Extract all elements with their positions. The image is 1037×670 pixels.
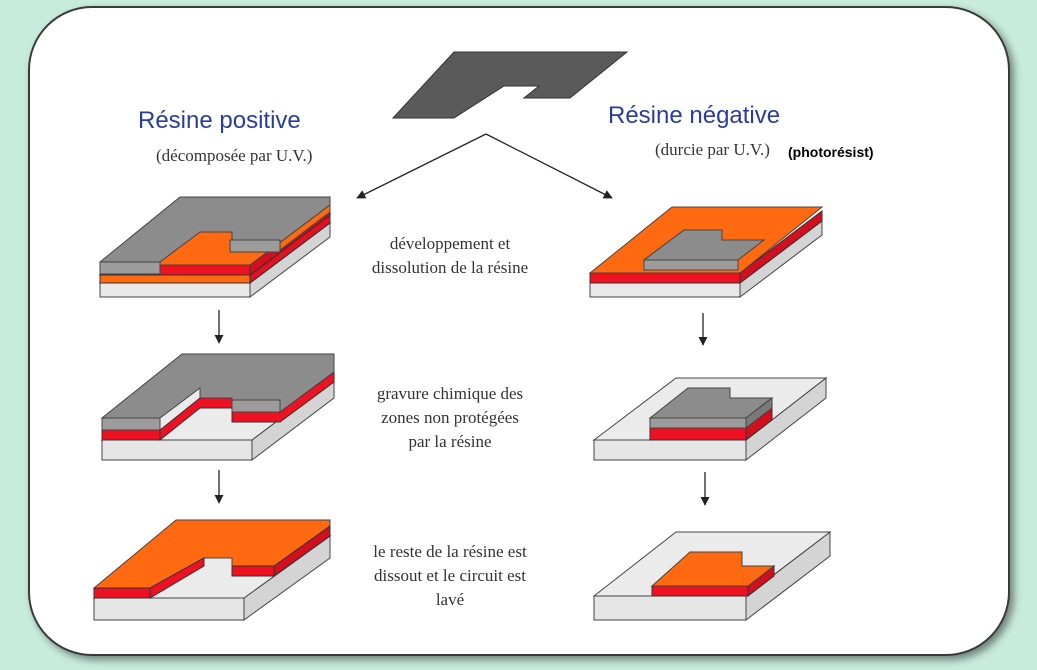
step-3-line-2: dissout et le circuit est bbox=[373, 566, 527, 585]
positive-block-2 bbox=[100, 353, 336, 462]
positive-resist-title: Résine positive bbox=[138, 107, 301, 134]
negative-block-3 bbox=[592, 530, 832, 622]
arrow-to-negative bbox=[485, 133, 613, 199]
step-2-line-3: par la résine bbox=[408, 432, 492, 451]
positive-resist-subtitle: (décomposée par U.V.) bbox=[156, 146, 313, 165]
step-1-line-2: dissolution de la résine bbox=[371, 258, 529, 277]
step-1-line-1: développement et bbox=[389, 234, 511, 253]
arrow-to-positive bbox=[356, 133, 487, 199]
negative-resist-title: Résine négative bbox=[608, 102, 781, 129]
positive-block-1 bbox=[98, 196, 332, 298]
step-2-line-1: gravure chimique des bbox=[376, 384, 524, 403]
step-etching-text: gravure chimique des zones non protégées… bbox=[330, 382, 570, 454]
step-3-line-1: le reste de la résine est bbox=[373, 542, 527, 561]
photomask bbox=[391, 51, 629, 119]
step-3-line-3: lavé bbox=[435, 590, 465, 609]
negative-block-1 bbox=[588, 206, 824, 299]
negative-resist-subtitle: (durcie par U.V.) bbox=[655, 140, 770, 159]
step-development-text: développement et dissolution de la résin… bbox=[330, 232, 570, 280]
step-stripping-text: le reste de la résine est dissout et le … bbox=[330, 540, 570, 612]
photoresist-label: (photorésist) bbox=[788, 144, 874, 160]
negative-block-2 bbox=[592, 376, 828, 462]
positive-block-3 bbox=[92, 519, 332, 621]
step-2-line-2: zones non protégées bbox=[381, 408, 519, 427]
